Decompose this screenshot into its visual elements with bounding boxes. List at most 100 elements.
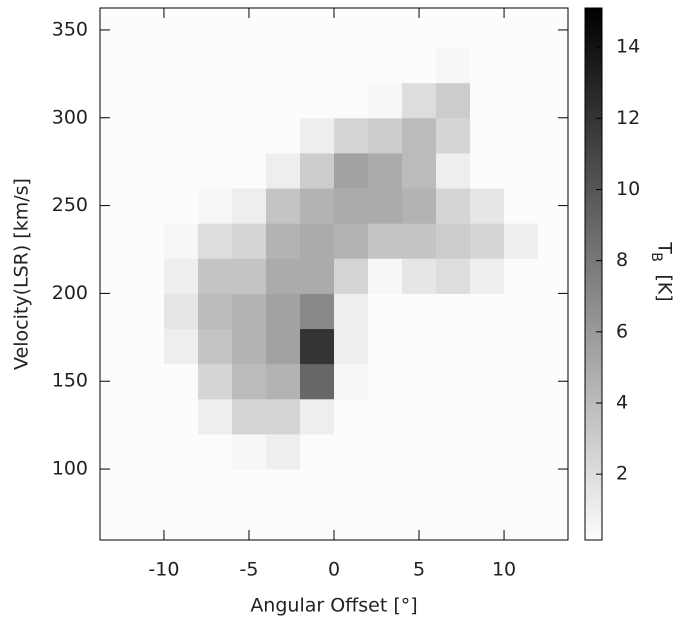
heatmap-cell <box>368 293 403 330</box>
heatmap-cell <box>265 433 301 470</box>
y-tick-label: 300 <box>52 106 88 128</box>
heatmap-cell <box>299 188 335 224</box>
heatmap-cell <box>299 258 335 294</box>
heatmap-cell <box>265 223 301 259</box>
heatmap-cell <box>100 398 131 435</box>
heatmap-cell <box>197 47 233 84</box>
colorbar-label-sub: B <box>648 252 664 262</box>
heatmap-cell <box>504 152 539 189</box>
heatmap-cell <box>402 258 437 294</box>
heatmap-cell <box>368 328 403 365</box>
heatmap-cell <box>470 223 505 259</box>
heatmap-cell <box>504 398 539 435</box>
heatmap-cell <box>129 433 165 470</box>
heatmap-cell <box>265 363 301 400</box>
colorbar-tick-label: 8 <box>616 249 628 271</box>
heatmap-cell <box>231 47 267 84</box>
colorbar-tick-label: 4 <box>616 391 628 413</box>
heatmap-cell <box>197 363 233 400</box>
heatmap-cell <box>538 328 569 365</box>
heatmap-cell <box>129 47 165 84</box>
heatmap-cell <box>334 293 369 330</box>
heatmap-cell <box>470 12 505 49</box>
heatmap-cell <box>538 293 569 330</box>
heatmap-cell <box>299 363 335 400</box>
heatmap-cell <box>129 223 165 259</box>
heatmap-cell <box>197 188 233 224</box>
heatmap-cell <box>129 12 165 49</box>
heatmap-cell <box>334 223 369 259</box>
y-tick-label: 350 <box>52 18 88 40</box>
heatmap-cell <box>538 117 569 154</box>
heatmap-cell <box>163 47 199 84</box>
heatmap-cell <box>299 328 335 365</box>
x-axis-label: Angular Offset [°] <box>250 595 417 617</box>
colorbar-label: T B [K] <box>648 241 676 301</box>
heatmap-cell <box>163 12 199 49</box>
heatmap-cell <box>334 47 369 84</box>
heatmap-cell <box>436 433 471 470</box>
heatmap-cell <box>197 117 233 154</box>
x-tick-label: 5 <box>413 559 425 581</box>
heatmap-cell <box>436 293 471 330</box>
heatmap-cell <box>470 188 505 224</box>
heatmap-cell <box>100 258 131 294</box>
heatmap-cell <box>436 188 471 224</box>
heatmap-cell <box>299 12 335 49</box>
heatmap-cell <box>334 12 369 49</box>
heatmap-cell <box>129 152 165 189</box>
y-tick-label: 250 <box>52 194 88 216</box>
heatmap-cell <box>129 469 165 505</box>
heatmap-cell <box>436 504 471 540</box>
heatmap-cell <box>100 504 131 540</box>
heatmap-cell <box>504 433 539 470</box>
heatmap-cell <box>231 293 267 330</box>
y-axis-label: Velocity(LSR) [km/s] <box>11 178 33 370</box>
heatmap-cell <box>436 258 471 294</box>
heatmap-cell <box>436 223 471 259</box>
heatmap-cell <box>163 258 199 294</box>
heatmap-cell <box>504 47 539 84</box>
heatmap-cell <box>100 117 131 154</box>
heatmap-cell <box>265 82 301 119</box>
heatmap-cell <box>504 117 539 154</box>
heatmap <box>100 12 569 540</box>
x-tick-label: 10 <box>492 559 516 581</box>
heatmap-cell <box>402 152 437 189</box>
heatmap-cell <box>299 223 335 259</box>
heatmap-cell <box>538 223 569 259</box>
heatmap-cell <box>265 293 301 330</box>
heatmap-cell <box>299 293 335 330</box>
heatmap-cell <box>100 469 131 505</box>
heatmap-cell <box>129 188 165 224</box>
heatmap-cell <box>197 398 233 435</box>
heatmap-cell <box>163 398 199 435</box>
heatmap-cell <box>470 504 505 540</box>
heatmap-cell <box>265 258 301 294</box>
heatmap-cell <box>129 293 165 330</box>
heatmap-cell <box>197 152 233 189</box>
heatmap-cell <box>538 504 569 540</box>
heatmap-cell <box>231 82 267 119</box>
heatmap-cell <box>299 433 335 470</box>
heatmap-cell <box>368 82 403 119</box>
heatmap-cell <box>299 469 335 505</box>
heatmap-cell <box>197 328 233 365</box>
heatmap-cell <box>402 363 437 400</box>
heatmap-cell <box>436 82 471 119</box>
heatmap-cell <box>265 328 301 365</box>
heatmap-cell <box>538 82 569 119</box>
heatmap-cell <box>197 258 233 294</box>
y-tick-label: 150 <box>52 370 88 392</box>
heatmap-cell <box>470 152 505 189</box>
heatmap-cell <box>163 293 199 330</box>
colorbar-label-unit: [K] <box>654 274 676 301</box>
heatmap-cell <box>538 152 569 189</box>
colorbar-tick-label: 2 <box>616 463 628 485</box>
heatmap-cell <box>368 117 403 154</box>
heatmap-cell <box>402 398 437 435</box>
heatmap-cell <box>299 504 335 540</box>
heatmap-cell <box>100 47 131 84</box>
heatmap-cell <box>129 328 165 365</box>
